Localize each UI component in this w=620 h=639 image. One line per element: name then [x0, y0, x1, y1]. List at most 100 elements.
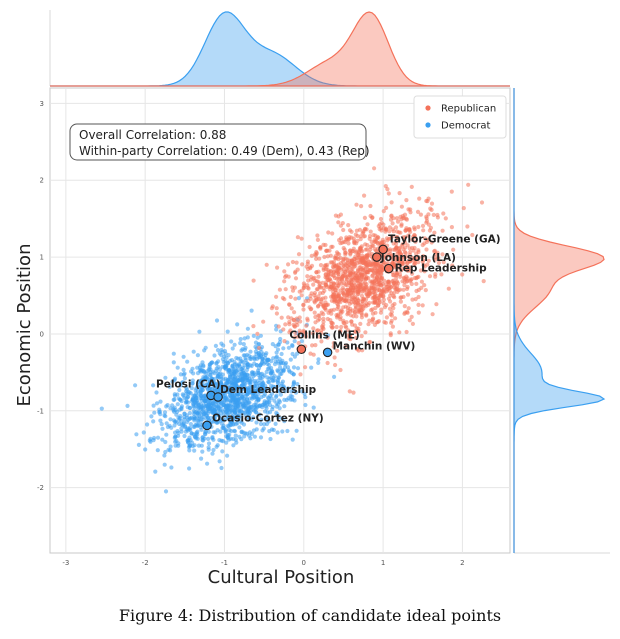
scatter-point-republican [328, 269, 333, 274]
scatter-point-republican [414, 251, 419, 256]
scatter-point-republican [389, 200, 394, 205]
scatter-point-republican [343, 343, 348, 349]
scatter-point-republican [354, 314, 359, 319]
scatter-point-republican [432, 230, 437, 235]
scatter-point-republican [301, 303, 306, 308]
scatter-point-republican [432, 249, 437, 254]
scatter-point-democrat [256, 366, 262, 371]
scatter-point-republican [354, 202, 359, 207]
scatter-point-republican [372, 290, 377, 295]
scatter-point-democrat [178, 414, 183, 419]
scatter-point-democrat [247, 430, 252, 435]
scatter-point-democrat [278, 336, 283, 342]
scatter-point-republican [379, 275, 385, 280]
scatter-point-democrat [286, 345, 291, 350]
scatter-point-republican [350, 266, 355, 271]
scatter-point-republican [326, 230, 331, 235]
scatter-point-republican [410, 297, 415, 302]
scatter-point-republican [360, 259, 365, 265]
scatter-point-republican [333, 213, 338, 218]
scatter-point-democrat [235, 322, 240, 327]
scatter-point-republican [426, 258, 431, 263]
scatter-point-republican [352, 261, 358, 266]
scatter-point-republican [390, 221, 395, 226]
highlight-marker [202, 420, 212, 431]
scatter-point-republican [296, 341, 301, 346]
x-axis-label: Cultural Position [208, 567, 355, 588]
scatter-point-democrat [134, 432, 139, 437]
scatter-point-republican [369, 308, 374, 313]
scatter-point-republican [397, 258, 402, 263]
scatter-point-democrat [219, 438, 224, 443]
scatter-point-democrat [272, 385, 277, 390]
scatter-point-democrat [269, 386, 274, 392]
scatter-point-republican [389, 320, 394, 325]
scatter-point-democrat [275, 347, 281, 352]
scatter-point-democrat [248, 349, 253, 354]
scatter-point-democrat [200, 385, 205, 390]
scatter-point-republican [412, 260, 417, 265]
scatter-point-republican [363, 285, 368, 290]
scatter-point-democrat [210, 451, 215, 456]
scatter-point-democrat [221, 359, 226, 365]
scatter-point-democrat [160, 426, 165, 431]
scatter-point-democrat [281, 369, 286, 374]
scatter-point-democrat [182, 411, 187, 416]
scatter-point-democrat [208, 372, 213, 377]
right-kde-democrat [513, 88, 606, 553]
scatter-point-republican [295, 235, 300, 240]
scatter-point-republican [310, 343, 315, 348]
scatter-point-democrat [196, 423, 201, 428]
scatter-point-democrat [204, 382, 209, 387]
scatter-point-republican [296, 334, 301, 339]
scatter-point-democrat [281, 346, 286, 351]
scatter-point-democrat [225, 329, 230, 334]
scatter-point-democrat [205, 461, 210, 466]
scatter-point-republican [321, 316, 326, 321]
scatter-point-republican [393, 225, 399, 230]
scatter-point-democrat [203, 376, 208, 381]
scatter-point-republican [349, 277, 354, 283]
scatter-point-republican [320, 324, 325, 329]
scatter-point-democrat [222, 395, 228, 401]
scatter-point-republican [383, 229, 388, 234]
scatter-point-republican [421, 228, 426, 233]
scatter-point-republican [336, 304, 341, 310]
scatter-point-republican [405, 292, 411, 297]
scatter-point-republican [371, 243, 376, 248]
scatter-point-democrat [303, 402, 308, 408]
scatter-point-democrat [225, 434, 230, 439]
scatter-point-republican [429, 240, 434, 245]
scatter-point-democrat [181, 367, 186, 372]
scatter-point-republican [304, 323, 309, 328]
scatter-point-democrat [182, 433, 187, 439]
scatter-point-republican [383, 254, 388, 259]
scatter-point-democrat [241, 430, 246, 435]
scatter-point-republican [370, 317, 375, 322]
scatter-point-democrat [207, 386, 212, 391]
right-marginal-kde [513, 88, 610, 554]
scatter-point-democrat [220, 349, 225, 354]
scatter-point-republican [406, 233, 411, 238]
tick-labels: -3 -2 -1 0 1 2 -2 -1 0 1 2 3 [37, 100, 465, 567]
scatter-point-republican [277, 287, 282, 292]
scatter-point-democrat [245, 326, 250, 331]
scatter-point-democrat [219, 399, 224, 405]
scatter-point-democrat [181, 354, 186, 359]
scatter-point-democrat [162, 462, 167, 467]
scatter-point-democrat [195, 414, 200, 419]
scatter-point-democrat [265, 375, 270, 380]
scatter-point-democrat [163, 439, 168, 445]
main-plot-frame [49, 87, 511, 554]
scatter-point-republican [402, 283, 407, 288]
scatter-point-republican [293, 276, 299, 281]
scatter-point-republican [404, 216, 409, 221]
scatter-point-republican [378, 216, 384, 222]
scatter-point-republican [305, 274, 310, 279]
scatter-point-republican [481, 279, 486, 284]
scatter-point-republican [412, 227, 417, 232]
scatter-point-republican [347, 287, 352, 293]
scatter-point-republican [292, 335, 298, 340]
scatter-point-republican [397, 251, 402, 256]
scatter-point-republican [364, 227, 369, 232]
